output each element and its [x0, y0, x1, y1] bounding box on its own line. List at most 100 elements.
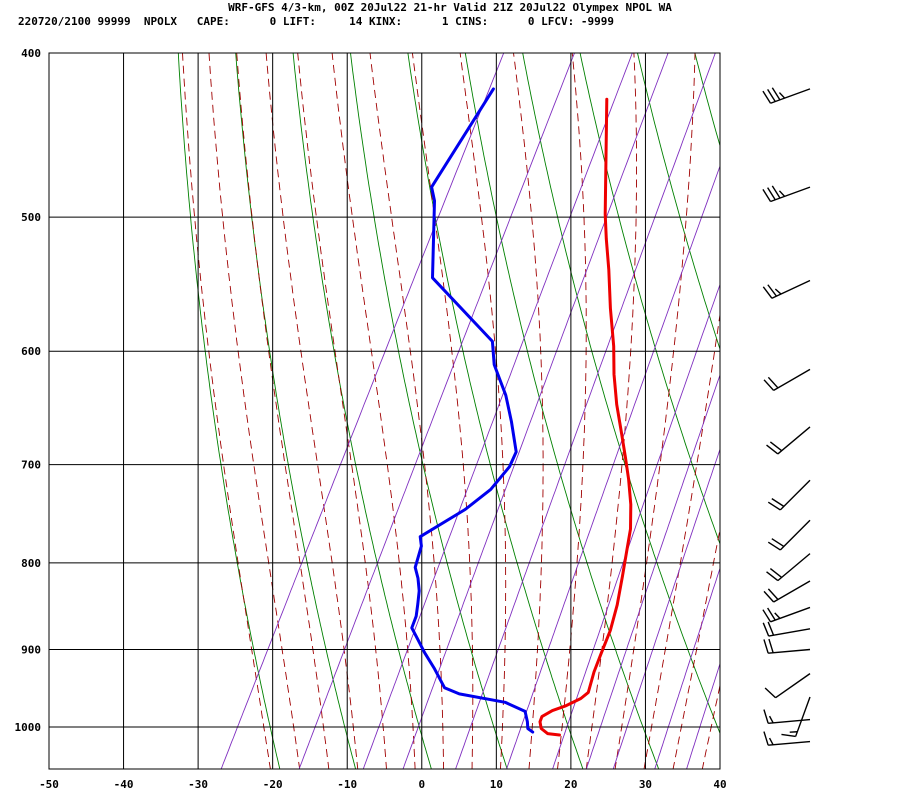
wind-barb	[762, 621, 811, 637]
barb-feather	[763, 590, 775, 603]
dry-adiabat	[799, 15, 900, 770]
station-indices-line: 220720/2100 99999 NPOLX CAPE: 0 LIFT: 14…	[18, 15, 615, 28]
moist-adiabat	[614, 53, 696, 769]
barb-staff	[770, 88, 811, 104]
wind-barb	[762, 87, 811, 104]
barb-feather	[762, 286, 773, 299]
barb-feather	[769, 568, 783, 578]
wind-barb	[781, 696, 811, 738]
dry-adiabat	[177, 53, 281, 769]
wind-barb	[767, 479, 811, 511]
moist-adiabat	[672, 526, 720, 769]
plot-frame	[48, 52, 721, 770]
background-lines	[177, 15, 900, 770]
y-tick-label: 1000	[15, 721, 42, 734]
barb-feather	[767, 541, 781, 551]
barb-feather	[762, 622, 770, 637]
barb-staff	[768, 648, 811, 654]
barb-staff	[771, 279, 811, 299]
wind-barb	[763, 731, 811, 746]
barb-staff	[768, 628, 811, 637]
x-tick-label: 30	[639, 778, 652, 791]
mixing-ratio-line	[552, 283, 720, 769]
barb-feather	[767, 607, 776, 621]
wind-barb	[763, 580, 811, 603]
mixing-ratio-line	[220, 53, 505, 769]
x-tick-label: -40	[114, 778, 134, 791]
barb-feather	[762, 609, 772, 623]
barb-feather	[762, 188, 772, 202]
barb-staff	[768, 740, 811, 746]
wind-barb	[764, 673, 811, 699]
y-tick-label: 400	[21, 47, 41, 60]
x-tick-labels: -50 -40 -30 -20 -10 0 10 20 30 40	[39, 778, 727, 791]
temperature-profile	[538, 97, 633, 737]
mixing-ratio-line	[506, 164, 720, 769]
barb-feather	[764, 687, 777, 699]
barb-feather	[771, 185, 781, 199]
barb-staff	[768, 718, 811, 724]
dry-adiabat	[855, 15, 900, 770]
dry-adiabat	[292, 53, 432, 769]
barb-feather	[767, 187, 776, 201]
barb-staff	[779, 519, 811, 551]
dry-adiabat	[235, 53, 357, 769]
barb-staff	[770, 606, 811, 623]
barb-feather	[768, 715, 774, 724]
dry-adiabat	[522, 53, 720, 735]
y-tick-label: 800	[21, 557, 41, 570]
x-tick-label: 40	[713, 778, 726, 791]
dry-adiabat	[579, 53, 720, 546]
barb-feather	[767, 501, 781, 511]
barb-staff	[775, 673, 811, 699]
x-tick-label: 20	[564, 778, 577, 791]
barb-feather	[774, 612, 781, 619]
moist-adiabat	[208, 53, 301, 769]
barb-feather	[771, 538, 785, 548]
moist-adiabat	[459, 53, 507, 769]
y-tick-labels: 400 500 600 700 800 900 1000	[15, 47, 42, 734]
barb-feather	[768, 737, 774, 746]
chart-title: WRF-GFS 4/3-km, 00Z 20Jul22 21-hr Valid …	[228, 1, 672, 14]
moist-adiabat	[411, 53, 474, 769]
barb-feather	[763, 379, 775, 391]
barb-feather	[767, 621, 775, 636]
dry-adiabat	[464, 53, 660, 769]
barb-feather	[766, 444, 779, 455]
barb-staff	[794, 696, 811, 737]
dewpoint-profile	[410, 87, 535, 734]
wind-barb	[763, 638, 811, 654]
moist-adiabat	[182, 53, 271, 769]
wind-barbs	[762, 87, 811, 746]
barb-feather	[768, 638, 774, 653]
barb-staff	[777, 426, 811, 455]
barb-feather	[778, 92, 786, 99]
moist-adiabat	[265, 53, 359, 769]
barb-feather	[763, 709, 769, 724]
barb-feather	[769, 441, 783, 452]
wind-barb	[763, 709, 811, 724]
profiles	[410, 87, 633, 737]
x-tick-label: -30	[188, 778, 208, 791]
barb-feather	[778, 190, 786, 197]
mixing-ratio-line	[585, 373, 720, 769]
barb-feather	[781, 733, 796, 738]
y-tick-label: 600	[21, 345, 41, 358]
wind-barb	[762, 279, 811, 299]
barb-staff	[773, 368, 811, 392]
grid	[49, 53, 720, 769]
x-tick-label: -10	[337, 778, 357, 791]
mixing-ratio-line	[402, 53, 669, 769]
dry-adiabat	[407, 53, 584, 769]
y-tick-label: 500	[21, 211, 41, 224]
wind-barb	[767, 519, 811, 551]
barb-staff	[779, 479, 811, 511]
barb-feather	[763, 639, 769, 654]
barb-feather	[762, 90, 772, 104]
moist-adiabat	[701, 683, 720, 769]
barb-staff	[770, 186, 811, 203]
x-tick-label: -50	[39, 778, 59, 791]
barb-feather	[767, 284, 778, 297]
dry-adiabat	[694, 53, 720, 148]
